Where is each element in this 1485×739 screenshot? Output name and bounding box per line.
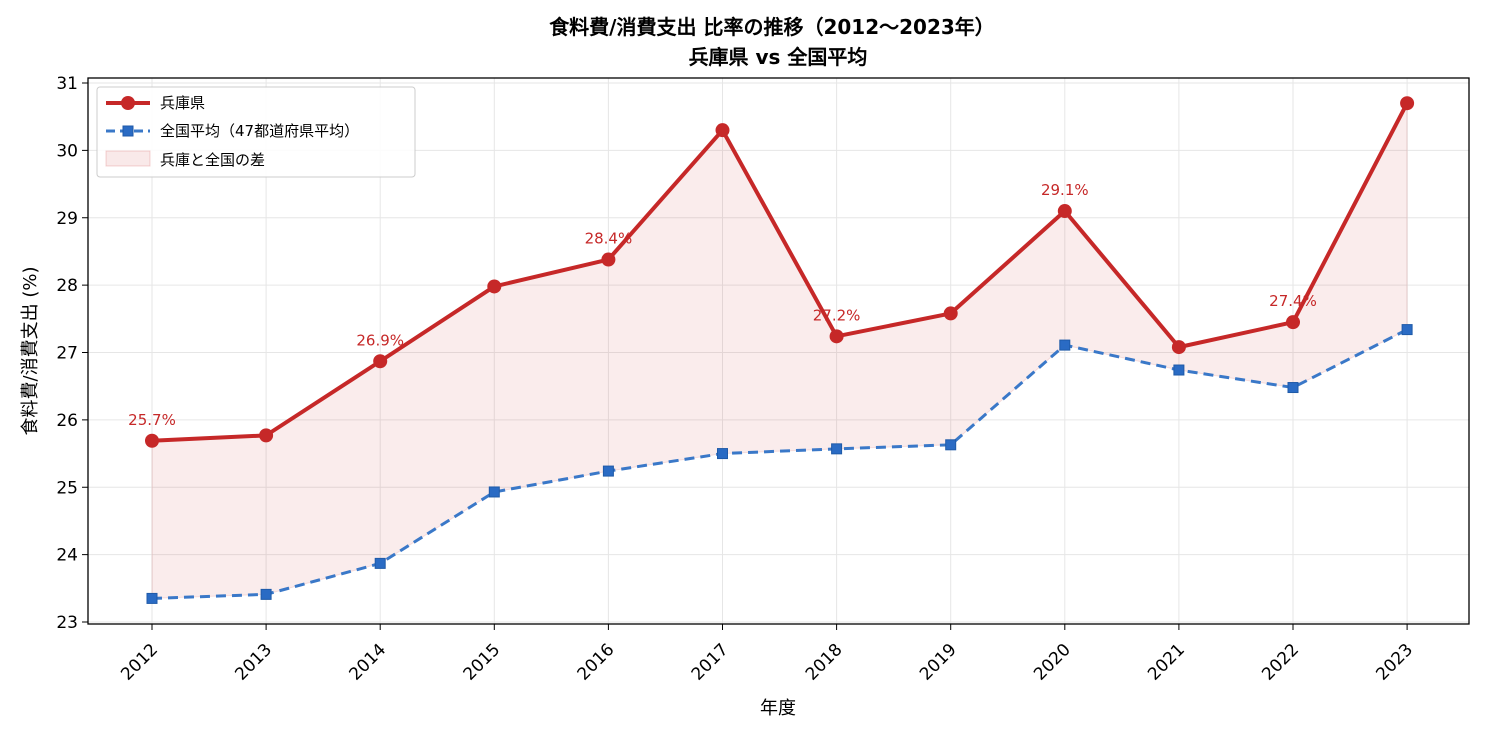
data-point-hyogo xyxy=(145,433,159,448)
data-point-hyogo xyxy=(829,329,844,344)
y-tick-label: 23 xyxy=(56,613,78,633)
data-point-national xyxy=(1059,339,1071,351)
y-tick-label: 31 xyxy=(56,74,78,94)
x-tick-label: 2012 xyxy=(117,640,162,685)
grid xyxy=(88,78,1469,624)
chart-subtitle: 兵庫県 vs 全国平均 xyxy=(689,45,868,69)
y-tick-label: 25 xyxy=(56,478,78,498)
y-tick-label: 30 xyxy=(56,141,78,161)
data-label: 25.7% xyxy=(128,411,176,429)
data-point-national xyxy=(831,443,843,455)
y-tick-label: 26 xyxy=(56,411,78,431)
y-tick-label: 29 xyxy=(56,209,78,229)
legend-box xyxy=(96,86,416,178)
legend-swatch-difference xyxy=(105,150,151,167)
data-point-hyogo xyxy=(601,252,616,267)
data-point-national xyxy=(488,486,500,498)
x-tick-label: 2017 xyxy=(688,640,733,685)
data-point-national xyxy=(717,448,728,460)
data-point-hyogo xyxy=(373,354,388,369)
x-tick-label: 2022 xyxy=(1258,640,1303,685)
legend-marker-hyogo xyxy=(121,96,135,110)
data-point-national xyxy=(602,465,614,477)
x-tick-label: 2018 xyxy=(802,640,847,685)
y-tick-label: 28 xyxy=(56,276,78,296)
data-label: 27.4% xyxy=(1269,292,1317,310)
plot-frame xyxy=(87,77,1470,625)
y-tick-label: 27 xyxy=(56,344,78,364)
x-tick-label: 2020 xyxy=(1030,640,1075,685)
legend-label-hyogo: 兵庫県 xyxy=(160,94,205,112)
legend-label-difference: 兵庫と全国の差 xyxy=(160,151,265,169)
series-line-hyogo xyxy=(151,102,1409,443)
data-point-national xyxy=(146,592,158,604)
data-point-national xyxy=(374,557,386,569)
data-point-national xyxy=(1287,382,1299,394)
data-label: 29.1% xyxy=(1041,181,1089,199)
x-tick-label: 2016 xyxy=(574,640,619,685)
x-tick-label: 2019 xyxy=(916,640,961,685)
x-axis-ticks: 2012 2013 2014 2015 2016 2017 2018 2019 2020 2021… xyxy=(117,624,1417,685)
y-axis-ticks: 23 24 25 26 27 28 29 30 31 xyxy=(56,74,88,633)
data-point-national xyxy=(1401,324,1413,336)
data-point-hyogo xyxy=(1286,315,1300,330)
series-lines xyxy=(145,96,1415,604)
y-axis-label: 食料費/消費支出 (%) xyxy=(20,267,41,436)
x-axis-label: 年度 xyxy=(760,698,796,719)
legend-marker-national xyxy=(122,125,134,137)
data-point-hyogo xyxy=(943,306,958,321)
y-tick-label: 24 xyxy=(56,546,78,566)
data-point-hyogo xyxy=(1057,204,1072,219)
data-point-national xyxy=(1173,364,1185,376)
data-point-hyogo xyxy=(259,428,274,443)
data-point-national xyxy=(945,439,957,451)
x-tick-label: 2014 xyxy=(345,640,390,685)
data-point-hyogo xyxy=(1171,340,1186,355)
legend-label-national: 全国平均（47都道府県平均） xyxy=(160,122,359,140)
data-point-hyogo xyxy=(715,123,730,138)
x-tick-label: 2021 xyxy=(1144,640,1189,685)
data-labels: 25.7% 26.9% 28.4% 27.2% 29.1% 27.4% xyxy=(128,181,1317,429)
x-tick-label: 2023 xyxy=(1372,640,1417,685)
x-tick-label: 2013 xyxy=(231,640,276,685)
data-label: 27.2% xyxy=(813,306,861,324)
chart-title: 食料費/消費支出 比率の推移（2012〜2023年） xyxy=(549,15,995,39)
series-line-national xyxy=(151,328,1408,600)
data-point-hyogo xyxy=(487,279,502,294)
data-point-hyogo xyxy=(1400,96,1415,111)
data-label: 28.4% xyxy=(585,230,633,248)
legend: 兵庫県 全国平均（47都道府県平均） 兵庫と全国の差 xyxy=(96,86,416,178)
x-tick-label: 2015 xyxy=(460,640,505,685)
data-label: 26.9% xyxy=(356,331,404,349)
data-point-national xyxy=(260,588,272,600)
